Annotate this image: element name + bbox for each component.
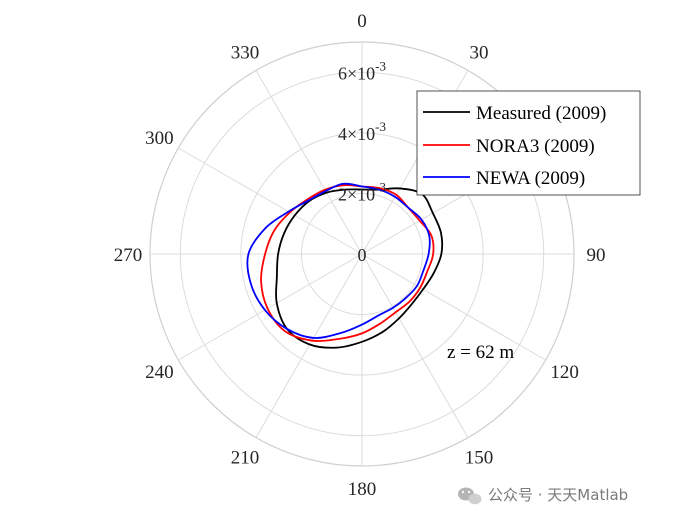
angle-tick-label: 30 xyxy=(470,42,489,63)
legend-label-newa: NEWA (2009) xyxy=(476,168,585,189)
angular-tick-labels: 0306090120150180210240270300330 xyxy=(114,11,606,500)
angular-gridline xyxy=(178,147,363,255)
angle-tick-label: 180 xyxy=(348,479,377,500)
angle-tick-label: 0 xyxy=(357,11,367,32)
series-line-newa-2009 xyxy=(246,182,431,339)
legend: Measured (2009) NORA3 (2009) NEWA (2009) xyxy=(416,90,641,196)
angle-tick-label: 270 xyxy=(114,245,143,266)
wechat-icon xyxy=(458,487,482,505)
angle-tick-label: 300 xyxy=(145,128,174,149)
angle-tick-label: 240 xyxy=(145,362,174,383)
angular-gridline xyxy=(361,253,546,361)
angular-gridline xyxy=(255,70,363,255)
angle-tick-label: 120 xyxy=(550,362,579,383)
angle-tick-label: 330 xyxy=(231,42,260,63)
radial-tick-label: 0 xyxy=(358,245,367,265)
angle-tick-label: 150 xyxy=(465,448,494,469)
series-lines xyxy=(246,182,444,349)
series-line-nora3-2009 xyxy=(260,184,435,342)
angle-tick-label: 90 xyxy=(587,245,606,266)
series-line-measured-2009 xyxy=(275,187,444,349)
angle-tick-label: 210 xyxy=(231,448,260,469)
angular-gridline xyxy=(255,253,363,438)
angular-gridlines xyxy=(150,42,574,466)
legend-label-nora3: NORA3 (2009) xyxy=(476,136,595,157)
angular-gridline xyxy=(178,253,363,361)
angular-gridline xyxy=(361,253,469,438)
height-annotation: z = 62 m xyxy=(447,342,514,363)
watermark: 公众号 · 天天Matlab xyxy=(458,486,628,505)
legend-label-measured: Measured (2009) xyxy=(476,103,606,124)
watermark-text: 公众号 · 天天Matlab xyxy=(488,486,628,504)
